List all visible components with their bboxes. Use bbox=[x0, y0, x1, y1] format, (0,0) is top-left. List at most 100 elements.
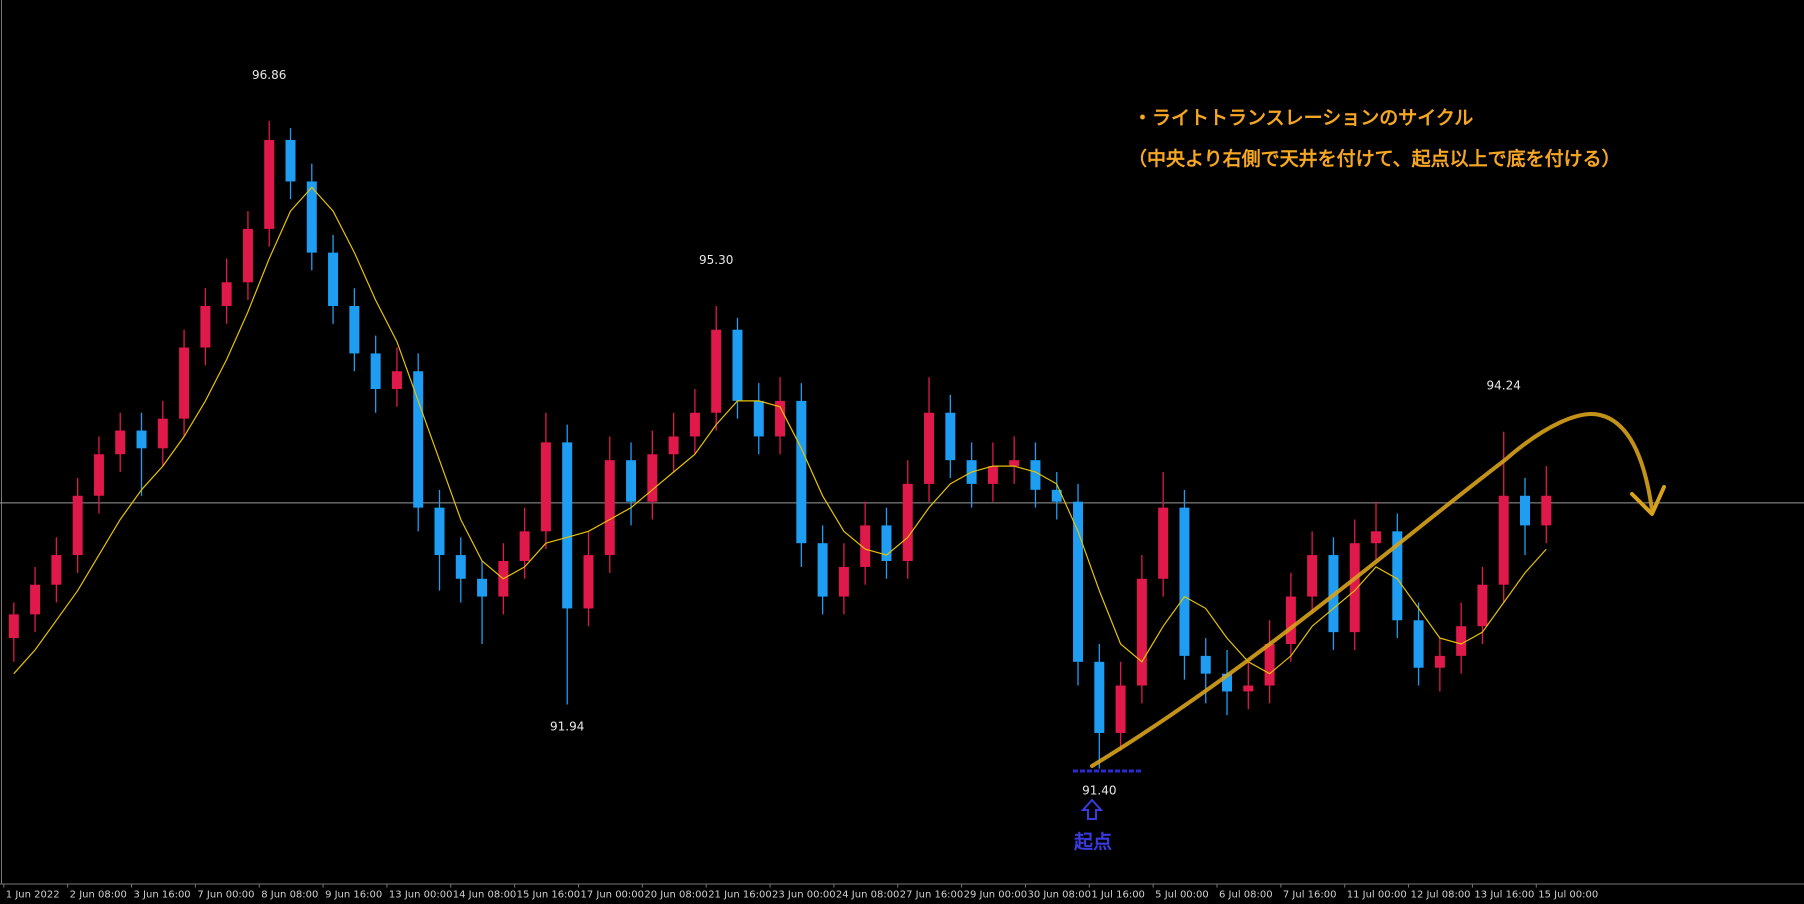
candle-body bbox=[1477, 584, 1488, 627]
x-tick-label: 3 Jun 16:00 bbox=[134, 890, 191, 901]
x-tick-label: 20 Jun 08:00 bbox=[644, 890, 708, 901]
candle-body bbox=[796, 400, 807, 544]
candle-body bbox=[179, 347, 190, 419]
candle-body bbox=[1434, 655, 1445, 668]
candle-body bbox=[1285, 596, 1296, 645]
candle-body bbox=[668, 436, 679, 455]
candle-body bbox=[838, 566, 849, 597]
candle-body bbox=[1371, 531, 1382, 544]
candle-body bbox=[221, 282, 232, 306]
candle-body bbox=[626, 460, 637, 502]
x-tick-label: 9 Jun 16:00 bbox=[325, 890, 382, 901]
x-tick-label: 13 Jul 16:00 bbox=[1474, 890, 1534, 901]
candle-body bbox=[753, 400, 764, 437]
cycle-arrowhead bbox=[1630, 485, 1666, 516]
candle-body bbox=[8, 614, 19, 639]
candle-body bbox=[1200, 655, 1211, 674]
moving-average bbox=[13, 186, 1547, 675]
candle-body bbox=[1222, 673, 1233, 692]
candle-body bbox=[1520, 495, 1531, 526]
candle-body bbox=[817, 543, 828, 597]
cycle-arrow bbox=[1090, 412, 1654, 768]
x-tick-label: 21 Jun 16:00 bbox=[708, 890, 772, 901]
candle-body bbox=[860, 525, 871, 567]
candle-body bbox=[306, 181, 317, 253]
candle-body bbox=[285, 139, 296, 182]
candle-body bbox=[881, 525, 892, 561]
candle-body bbox=[562, 442, 573, 609]
candle-body bbox=[604, 460, 615, 556]
x-tick-label: 12 Jul 08:00 bbox=[1411, 890, 1471, 901]
candle-body bbox=[455, 555, 466, 579]
x-tick-label: 7 Jul 16:00 bbox=[1283, 890, 1337, 901]
candle-body bbox=[1073, 501, 1084, 662]
x-tick-label: 23 Jun 00:00 bbox=[772, 890, 836, 901]
candle-body bbox=[1541, 495, 1552, 526]
candle-body bbox=[1136, 578, 1147, 686]
candle-body bbox=[1030, 460, 1041, 490]
x-tick-label: 29 Jun 00:00 bbox=[964, 890, 1028, 901]
candle-body bbox=[1158, 507, 1169, 579]
candle-body bbox=[1264, 644, 1275, 686]
candle-body bbox=[1498, 495, 1509, 585]
price-label: 91.40 bbox=[1082, 784, 1116, 798]
note-line: （中央より右側で天井を付けて、起点以上で底を付ける） bbox=[1128, 147, 1621, 170]
x-tick-label: 17 Jun 00:00 bbox=[580, 890, 644, 901]
candle-body bbox=[157, 418, 168, 449]
x-tick-label: 27 Jun 16:00 bbox=[900, 890, 964, 901]
candle-body bbox=[775, 400, 786, 437]
candle-body bbox=[349, 305, 360, 354]
x-tick-label: 11 Jul 00:00 bbox=[1347, 890, 1407, 901]
candle-body bbox=[924, 412, 935, 484]
x-tick-label: 1 Jul 16:00 bbox=[1091, 890, 1145, 901]
candle-body bbox=[1115, 685, 1126, 733]
candle-body bbox=[72, 495, 83, 556]
x-tick-label: 15 Jul 00:00 bbox=[1538, 890, 1598, 901]
candle-body bbox=[477, 578, 488, 597]
candle-body bbox=[583, 555, 594, 609]
candle-body bbox=[242, 228, 253, 283]
candle-body bbox=[1349, 543, 1360, 633]
candle-body bbox=[1009, 460, 1020, 467]
candle-body bbox=[689, 412, 700, 437]
candle-body bbox=[540, 442, 551, 532]
x-tick-label: 14 Jun 08:00 bbox=[453, 890, 517, 901]
candle-body bbox=[1243, 685, 1254, 692]
candle-body bbox=[1392, 531, 1403, 621]
candle-body bbox=[1307, 555, 1318, 597]
x-tick-label: 2 Jun 08:00 bbox=[70, 890, 127, 901]
candle-body bbox=[1094, 661, 1105, 733]
candle-body bbox=[413, 371, 424, 508]
candle-body bbox=[264, 139, 275, 229]
candle-body bbox=[51, 555, 62, 585]
origin-label: 起点 bbox=[1073, 831, 1112, 853]
candle-body bbox=[945, 412, 956, 461]
candle-body bbox=[115, 430, 126, 455]
candle-body bbox=[391, 371, 402, 390]
candle-body bbox=[30, 584, 41, 615]
candle-body bbox=[711, 329, 722, 413]
candle-body bbox=[902, 483, 913, 561]
candle-body bbox=[987, 466, 998, 484]
x-tick-label: 24 Jun 08:00 bbox=[836, 890, 900, 901]
x-tick-label: 5 Jul 00:00 bbox=[1155, 890, 1209, 901]
x-tick-label: 15 Jun 16:00 bbox=[517, 890, 581, 901]
x-tick-label: 6 Jul 08:00 bbox=[1219, 890, 1273, 901]
plot-area: 1 Jun 2022 2 Jun 08:00 3 Jun 16:00 7 Jun 00… bbox=[0, 68, 1804, 901]
candle-body bbox=[370, 353, 381, 390]
x-tick-label: 8 Jun 08:00 bbox=[261, 890, 318, 901]
candle-body bbox=[434, 507, 445, 556]
candle-body bbox=[1456, 626, 1467, 656]
candle-body bbox=[1179, 507, 1190, 656]
price-label: 94.24 bbox=[1487, 379, 1521, 393]
candle-body bbox=[1051, 489, 1062, 502]
x-tick-label: 13 Jun 00:00 bbox=[389, 890, 453, 901]
price-label: 91.94 bbox=[550, 720, 584, 734]
origin-arrow bbox=[1080, 798, 1104, 820]
candle-body bbox=[732, 329, 743, 401]
x-tick-label: 7 Jun 00:00 bbox=[197, 890, 254, 901]
candle-body bbox=[647, 454, 658, 502]
candle-body bbox=[1413, 620, 1424, 668]
